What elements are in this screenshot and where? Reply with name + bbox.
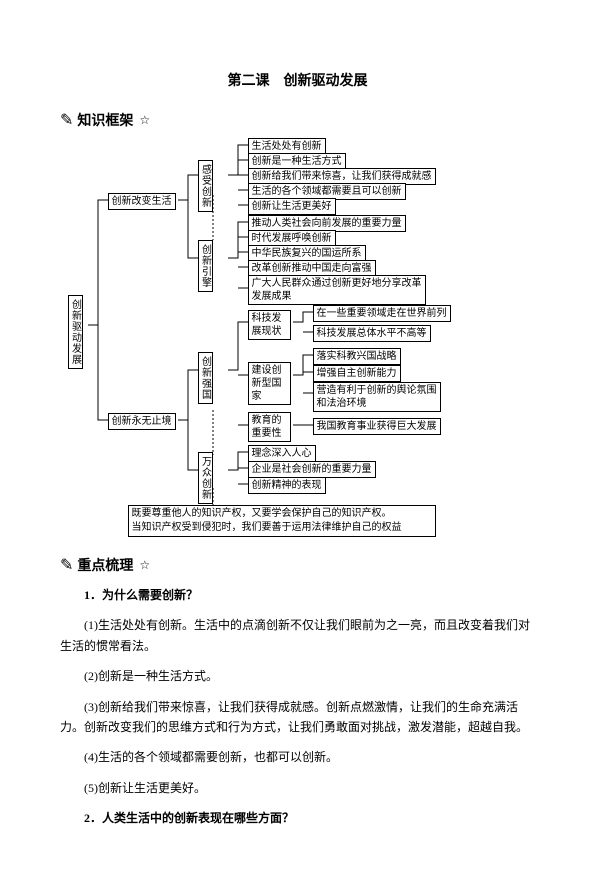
leaf: 理念深入人心 <box>248 445 316 462</box>
page-title: 第二课 创新驱动发展 <box>60 70 535 90</box>
footer-box: 既要尊重他人的知识产权，又要学会保护自己的知识产权。 当知识产权受到侵犯时，我们… <box>128 505 436 537</box>
leaf: 营造有利于创新的舆论氛围和法治环境 <box>313 382 441 412</box>
leaf: 创新精神的表现 <box>248 477 326 494</box>
node-b2a: 创新强国 <box>198 352 213 404</box>
node-b1: 创新改变生活 <box>108 193 176 210</box>
star-icon: ☆ <box>139 113 150 128</box>
leaf: 创新让生活更美好 <box>248 198 336 215</box>
node-b2b: 万众创新 <box>198 452 213 504</box>
question-2: 2．人类生活中的创新表现在哪些方面？ <box>60 808 535 828</box>
footer-line1: 既要尊重他人的知识产权，又要学会保护自己的知识产权。 <box>132 508 392 519</box>
node-root: 创新驱动发展 <box>68 295 83 369</box>
node-b2a1: 科技发展现状 <box>248 310 291 340</box>
section1-title: 知识框架 <box>77 110 133 130</box>
knowledge-diagram: 创新驱动发展 创新改变生活 感受创新 生活处处有创新 创新是一种生活方式 创新给… <box>68 140 528 540</box>
para: (2)创新是一种生活方式。 <box>60 666 535 686</box>
leaf: 在一些重要领域走在世界前列 <box>313 305 451 322</box>
node-b2: 创新永无止境 <box>108 413 176 430</box>
leaf: 增强自主创新能力 <box>313 365 401 382</box>
section-header-2: ✎ 重点梳理 ☆ <box>60 555 535 575</box>
hand-icon: ✎ <box>60 110 73 130</box>
node-b2a2: 建设创新型国家 <box>248 362 291 405</box>
leaf: 我国教育事业获得巨大发展 <box>313 418 441 435</box>
question-1: 1．为什么需要创新？ <box>60 585 535 605</box>
body-text: 1．为什么需要创新？ (1)生活处处有创新。生活中的点滴创新不仅让我们眼前为之一… <box>60 585 535 829</box>
star-icon: ☆ <box>139 558 150 573</box>
leaf: 落实科教兴国战略 <box>313 348 401 365</box>
leaf: 科技发展总体水平不高等 <box>313 325 431 342</box>
hand-icon: ✎ <box>60 555 73 575</box>
node-b1a: 感受创新 <box>198 160 213 212</box>
footer-line2: 当知识产权受到侵犯时，我们要善于运用法律维护自己的权益 <box>132 522 402 533</box>
section2-title: 重点梳理 <box>77 555 133 575</box>
para: (5)创新让生活更美好。 <box>60 778 535 798</box>
leaf: 广大人民群众通过创新更好地分享改革发展成果 <box>248 275 426 305</box>
section-header-1: ✎ 知识框架 ☆ <box>60 110 535 130</box>
para: (1)生活处处有创新。生活中的点滴创新不仅让我们眼前为之一亮，而且改变着我们对生… <box>60 615 535 656</box>
para: (4)生活的各个领域都需要创新，也都可以创新。 <box>60 747 535 767</box>
node-b1b: 创新引擎 <box>198 240 213 292</box>
para: (3)创新给我们带来惊喜，让我们获得成就感。创新点燃激情，让我们的生命充满活力。… <box>60 697 535 738</box>
leaf: 企业是社会创新的重要力量 <box>248 461 376 478</box>
node-b2a3: 教育的重要性 <box>248 412 291 442</box>
